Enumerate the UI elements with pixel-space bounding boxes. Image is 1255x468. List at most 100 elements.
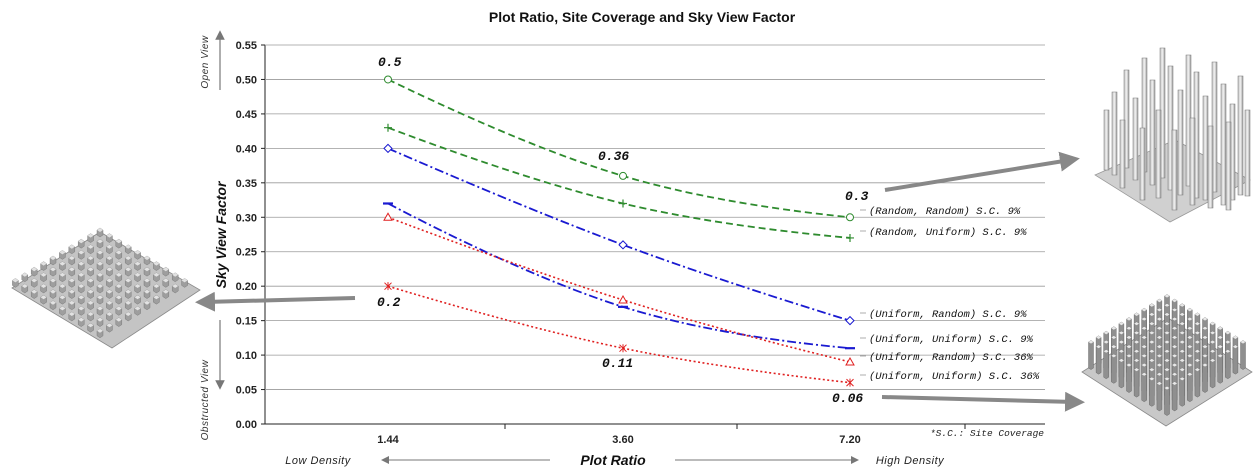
short-grid-block-top <box>59 295 66 300</box>
annotation-value: 0.36 <box>598 149 629 164</box>
series-3-point <box>618 240 628 250</box>
tall-grid-tower-top <box>1111 345 1117 349</box>
short-grid-block-top <box>68 289 75 294</box>
tall-grid-tower-top <box>1096 345 1102 349</box>
tall-grid-tower-top <box>1134 322 1140 326</box>
tall-grid-tower-top <box>1179 303 1185 307</box>
tall-grid-tower <box>1156 381 1163 412</box>
tall-grid-tower-top <box>1164 294 1170 298</box>
plot-area <box>264 45 1045 425</box>
short-grid-block-top <box>115 261 122 266</box>
series-labels: (Random, Random) S.C. 9% (Random, Uniform… <box>860 206 1040 383</box>
open-view-label: Open View <box>200 35 211 89</box>
tall-grid-tower-top <box>1202 363 1208 367</box>
y-tick-label: 0.20 <box>236 281 257 293</box>
tall-grid-tower <box>1164 386 1170 416</box>
random-tower <box>1237 75 1244 196</box>
tall-grid-tower-top <box>1149 322 1155 326</box>
tall-grid-tower <box>1202 363 1208 393</box>
random-tower <box>1111 91 1118 176</box>
short-grid-block-top <box>40 284 47 288</box>
series-2-point <box>846 233 854 242</box>
tall-grid-tower-top <box>1217 354 1223 358</box>
tall-grid-tower-top <box>1164 377 1170 381</box>
series-5-point <box>845 356 855 366</box>
tall-grid-tower-top <box>1111 335 1117 339</box>
series-1-point <box>619 171 627 180</box>
short-grid-block-top <box>97 317 103 322</box>
tall-grid-tower-top <box>1164 331 1170 335</box>
short-grid-block-top <box>172 272 179 277</box>
series-label-2: (Random, Uniform) S.C. 9% <box>869 227 1027 239</box>
tall-grid-tower-top <box>1187 363 1193 367</box>
short-grid-block-top <box>68 312 75 316</box>
short-grid-block-top <box>78 250 85 255</box>
tall-grid-tower <box>1141 372 1147 403</box>
random-tower <box>1132 97 1139 181</box>
tall-grid-tower-top <box>1111 354 1117 358</box>
tall-grid-tower-top <box>1156 372 1162 376</box>
short-grid-block-top <box>172 284 179 288</box>
tall-grid-tower-top <box>1187 354 1193 358</box>
short-grid-block-top <box>134 261 141 266</box>
tall-grid-tower-top <box>1156 345 1162 349</box>
tall-grid-tower-top <box>1164 340 1170 344</box>
tall-grid-tower-top <box>1118 322 1124 326</box>
short-grid-block-top <box>144 278 150 283</box>
tall-grid-tower-top <box>1164 368 1170 372</box>
tall-grid-tower-top <box>1149 358 1155 362</box>
tall-grid-tower-top <box>1149 303 1155 307</box>
tall-grid-tower-top <box>1149 368 1155 372</box>
random-tower <box>1177 89 1184 196</box>
short-grid-block-top <box>144 289 150 294</box>
tall-grid-tower-top <box>1172 345 1178 349</box>
short-grid-block-top <box>97 328 103 333</box>
tall-grid-illustration <box>1081 294 1253 427</box>
tall-grid-tower-top <box>1149 340 1155 344</box>
short-grid-block-top <box>59 284 66 288</box>
y-axis-title: Sky View Factor <box>213 180 229 288</box>
series-label-1: (Random, Random) S.C. 9% <box>869 206 1021 218</box>
tall-grid-tower-top <box>1187 372 1193 376</box>
tall-grid-tower-top <box>1156 354 1162 358</box>
tall-grid-tower-top <box>1164 386 1170 390</box>
short-grid-block-top <box>12 278 19 283</box>
tall-grid-tower-top <box>1126 363 1132 367</box>
tall-grid-tower-top <box>1134 312 1140 316</box>
short-grid-block-top <box>125 244 132 249</box>
y-tick-label: 0.45 <box>236 109 257 121</box>
short-grid-block-top <box>68 244 75 249</box>
tall-grid-tower <box>1111 353 1117 384</box>
tall-grid-tower-top <box>1118 340 1124 344</box>
series-line-4 <box>387 202 851 350</box>
value-annotations: 0.5 0.36 0.3 0.2 0.11 0.06 <box>377 55 869 406</box>
tall-grid-tower-top <box>1232 345 1238 349</box>
short-grid-block-top <box>87 267 94 272</box>
tall-grid-blocks <box>1088 294 1246 416</box>
short-grid-block-top <box>68 300 75 305</box>
tall-grid-tower-top <box>1187 345 1193 349</box>
short-grid-block-top <box>50 256 56 260</box>
tall-grid-tower-top <box>1141 317 1147 321</box>
short-grid-block-top <box>97 239 103 244</box>
tall-grid-tower <box>1179 376 1185 407</box>
short-grid-block-top <box>78 306 85 311</box>
short-grid-block-top <box>50 278 56 283</box>
short-grid-block-top <box>106 300 113 305</box>
series-2-point <box>384 123 392 132</box>
series-label-5: (Uniform, Random) S.C. 36% <box>869 352 1034 364</box>
series-line-3 <box>387 147 851 322</box>
tall-grid-tower-top <box>1194 368 1200 372</box>
illustration-pointers <box>195 151 1085 412</box>
tall-grid-tower-top <box>1225 349 1231 353</box>
tall-grid-tower-top <box>1126 317 1132 321</box>
short-grid-block-top <box>97 272 103 277</box>
tall-grid-tower-top <box>1172 299 1178 303</box>
short-grid-block-top <box>97 284 103 288</box>
short-grid-block-top <box>87 256 94 260</box>
tall-grid-tower-top <box>1156 381 1162 385</box>
short-grid-block-top <box>106 233 113 238</box>
short-grid-block-top <box>144 267 150 272</box>
short-grid-block-top <box>115 272 122 277</box>
short-grid-block-top <box>115 317 122 322</box>
